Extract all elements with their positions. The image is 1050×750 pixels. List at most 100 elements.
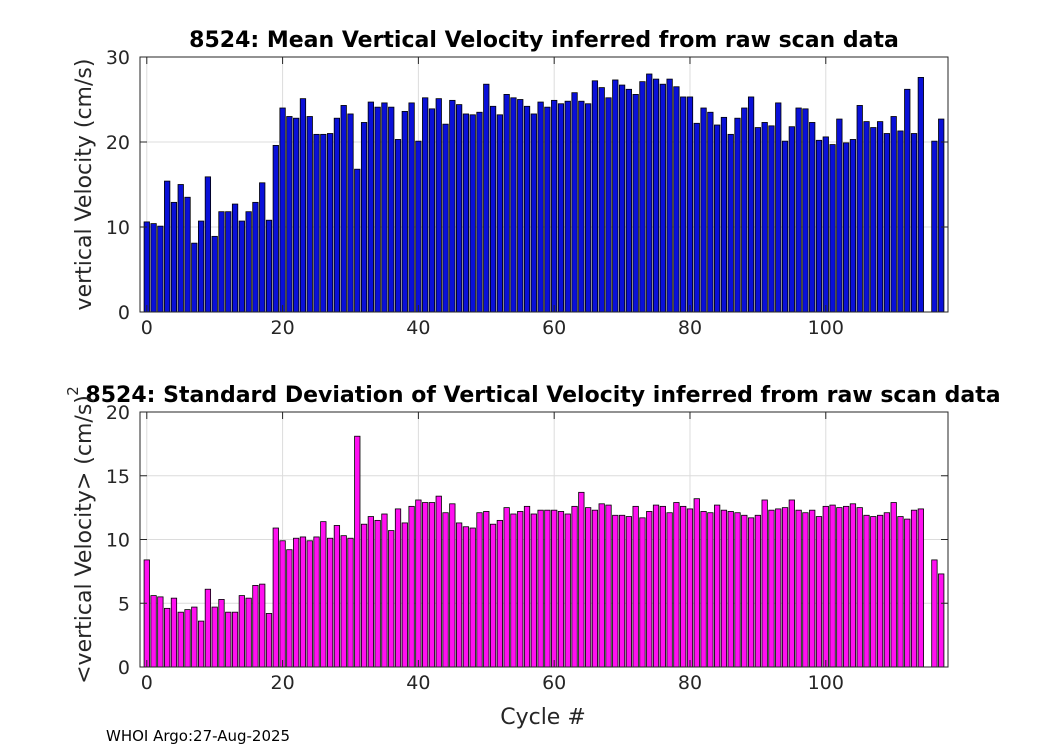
mean-velocity-y-tick-label: 10 [106, 217, 130, 239]
mean-velocity-x-tick-label: 40 [406, 317, 430, 339]
mean-velocity-bar [720, 116, 728, 313]
mean-velocity-bar [822, 136, 829, 313]
mean-velocity-bar [680, 96, 687, 313]
std-velocity-y-axis-superscript: 2 [64, 386, 82, 396]
std-velocity-bar [632, 505, 639, 668]
std-velocity-bar [904, 518, 911, 668]
mean-velocity-bar [734, 117, 741, 313]
std-velocity-chart: 0 20 40 60 80 100 0 5 10 15 20 8524: Standard Devi… [64, 383, 1001, 730]
std-velocity-bar [354, 435, 361, 668]
mean-velocity-bar [747, 96, 755, 313]
mean-velocity-bar [564, 100, 571, 313]
std-velocity-bar [639, 517, 646, 668]
std-velocity-y-tick-label: 5 [118, 593, 130, 615]
std-velocity-bar [890, 502, 897, 668]
mean-velocity-bar [293, 117, 300, 313]
mean-velocity-bar [809, 122, 816, 313]
mean-velocity-bar [551, 99, 558, 313]
mean-velocity-bar [422, 97, 429, 313]
std-velocity-bar [673, 502, 680, 668]
mean-velocity-bar [218, 211, 225, 313]
std-velocity-bar [938, 573, 945, 668]
mean-velocity-bar [870, 127, 877, 313]
mean-velocity-bar [931, 140, 938, 313]
mean-velocity-bar [727, 133, 734, 313]
std-velocity-bar [666, 512, 673, 668]
std-velocity-bar [849, 503, 857, 668]
mean-velocity-bar [829, 144, 836, 313]
std-velocity-bar [367, 516, 374, 668]
mean-velocity-bar [843, 142, 850, 313]
mean-velocity-bar [544, 106, 551, 313]
mean-velocity-bar [299, 98, 307, 313]
std-velocity-bar [768, 509, 775, 668]
std-velocity-y-tick-label: 20 [106, 402, 130, 424]
std-velocity-bar [910, 509, 918, 668]
std-velocity-bar [714, 504, 721, 668]
std-velocity-bar [754, 514, 761, 668]
std-velocity-bar [394, 508, 402, 668]
std-velocity-bar [931, 559, 938, 668]
std-velocity-bar [327, 537, 334, 668]
mean-velocity-bar [143, 221, 150, 313]
std-velocity-bar [170, 597, 178, 668]
std-velocity-bar [252, 585, 259, 668]
std-velocity-bar [313, 536, 320, 668]
mean-velocity-bar [673, 86, 680, 313]
std-velocity-bar [272, 527, 279, 668]
mean-velocity-bar [252, 201, 259, 313]
std-velocity-x-axis-label: Cycle # [500, 705, 586, 730]
mean-velocity-bar [469, 114, 476, 313]
std-velocity-bar [917, 508, 924, 668]
mean-velocity-bar [754, 127, 761, 313]
std-velocity-bar [510, 513, 517, 668]
mean-velocity-bar [876, 121, 884, 313]
std-velocity-bar [822, 505, 829, 668]
std-velocity-bar [197, 620, 205, 668]
mean-velocity-bar [618, 84, 626, 313]
std-velocity-x-tick-label: 40 [406, 672, 430, 694]
std-velocity-bar [686, 508, 694, 668]
mean-velocity-y-axis-label: vertical Velocity (cm/s) [72, 59, 97, 311]
mean-velocity-bar [537, 101, 544, 313]
std-velocity-x-tick-label: 60 [542, 672, 566, 694]
mean-velocity-bar [700, 107, 707, 313]
std-velocity-bar [184, 609, 191, 668]
mean-velocity-bar [598, 87, 605, 313]
std-velocity-bar [422, 502, 429, 668]
std-velocity-bar [551, 509, 558, 668]
mean-velocity-bar [415, 140, 422, 313]
std-velocity-bar [530, 513, 537, 668]
mean-velocity-bar [646, 73, 653, 313]
mean-velocity-bar [530, 113, 537, 313]
mean-velocity-axes-box [139, 56, 949, 313]
mean-velocity-bar [523, 105, 531, 313]
mean-velocity-bar [666, 78, 673, 313]
mean-velocity-bar [890, 116, 897, 313]
std-velocity-y-tick-label: 0 [118, 657, 130, 679]
std-velocity-bar [340, 535, 347, 668]
std-velocity-bar [781, 507, 789, 668]
std-velocity-bar [306, 540, 313, 668]
std-velocity-bar [727, 511, 734, 668]
mean-velocity-bar [340, 105, 347, 313]
mean-velocity-bar [449, 99, 456, 313]
std-velocity-bar [809, 509, 816, 668]
std-velocity-bar [618, 514, 626, 668]
mean-velocity-bar [164, 180, 171, 313]
mean-velocity-bar [768, 125, 775, 313]
std-velocity-bar [177, 611, 184, 668]
mean-velocity-bar [707, 111, 714, 313]
mean-velocity-bar [394, 139, 402, 313]
std-velocity-bar [795, 509, 802, 668]
mean-velocity-bar [815, 139, 823, 313]
mean-velocity-bar [503, 94, 510, 313]
std-velocity-bar [388, 530, 395, 668]
mean-velocity-bar [197, 220, 205, 313]
std-velocity-x-tick-label: 0 [141, 672, 153, 694]
std-velocity-bar [829, 504, 836, 668]
std-velocity-bar [646, 511, 653, 668]
footer-credit: WHOI Argo:27-Aug-2025 [106, 727, 290, 745]
mean-velocity-bar [354, 168, 361, 313]
